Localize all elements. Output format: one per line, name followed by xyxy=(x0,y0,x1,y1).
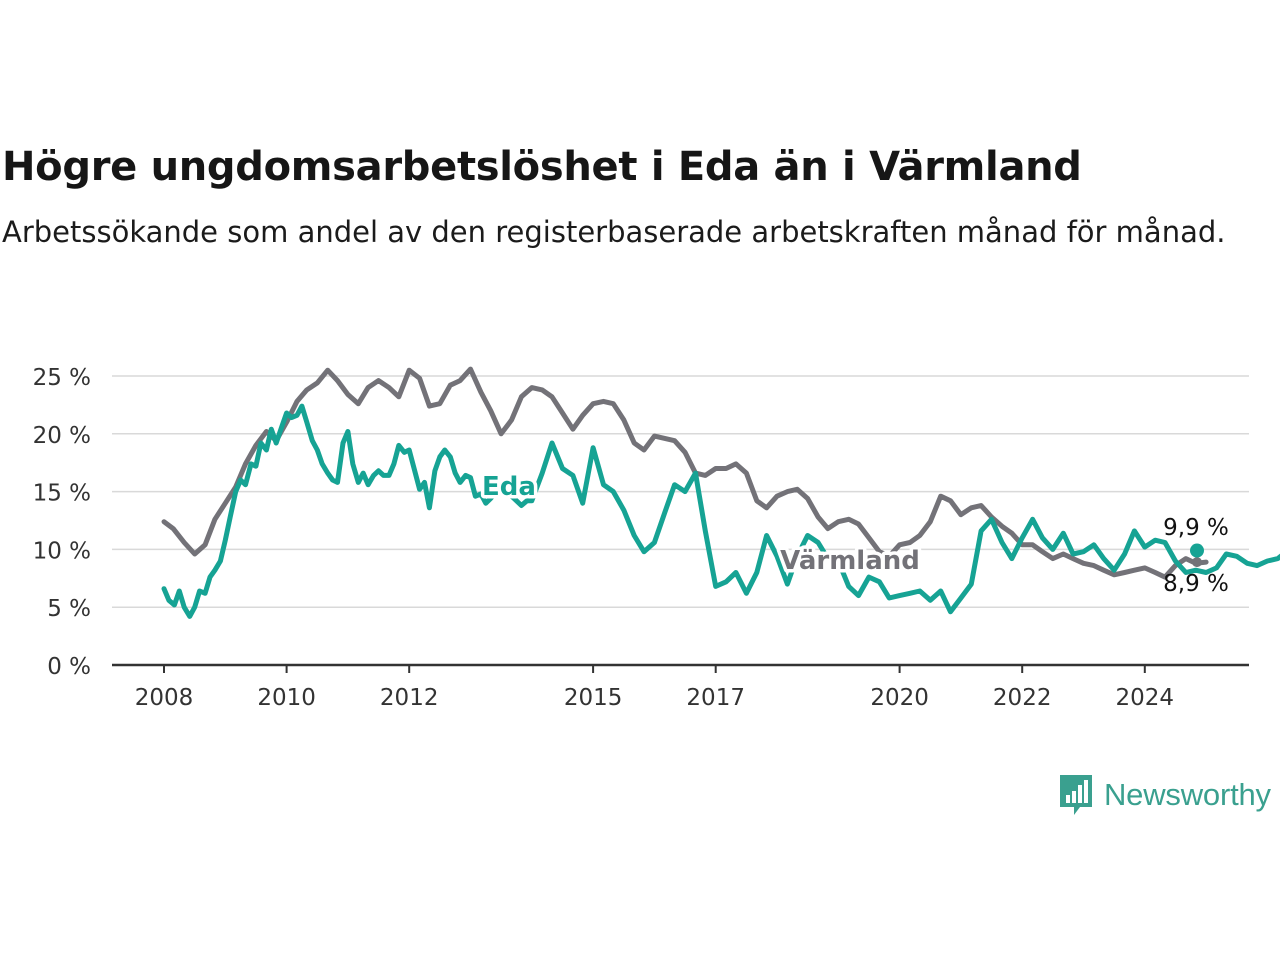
x-tick-label: 2020 xyxy=(870,685,929,711)
chart-subtitle: Arbetssökande som andel av den registerb… xyxy=(2,215,1226,249)
series-labels: 9,9 % 8,9 % Eda Värmland xyxy=(479,469,1229,598)
line-chart: 0 %5 %10 %15 %20 %25 % 2008 2010 2012 2015 2… xyxy=(33,365,1280,711)
y-tick-label: 25 % xyxy=(33,365,91,391)
y-tick-label: 20 % xyxy=(33,423,91,449)
end-label-eda: 9,9 % xyxy=(1163,515,1229,541)
bar-chart-speech-bubble-icon xyxy=(1060,775,1092,815)
brand-name: Newsworthy xyxy=(1104,777,1271,812)
x-tick-label: 2024 xyxy=(1116,685,1175,711)
end-label-varmland: 8,9 % xyxy=(1163,571,1229,597)
y-tick-label: 15 % xyxy=(33,481,91,507)
x-tick-label: 2010 xyxy=(257,685,316,711)
y-tick-label: 5 % xyxy=(47,596,91,622)
x-tick-label: 2017 xyxy=(686,685,745,711)
series-line-eda xyxy=(161,403,1280,619)
series-label-varmland: Värmland xyxy=(780,546,920,576)
x-tick-label: 2022 xyxy=(993,685,1052,711)
y-axis-ticks: 0 % 5 % 10 % 15 % 20 % 25 % xyxy=(33,365,91,680)
x-tick-label: 2012 xyxy=(380,685,439,711)
chart-title: Högre ungdomsarbetslöshet i Eda än i Vär… xyxy=(2,144,1082,190)
x-axis-ticks: 2008 2010 2012 2015 2017 2020 2022 2024 xyxy=(135,665,1174,711)
end-marker-eda xyxy=(1190,543,1204,558)
y-tick-label: 10 % xyxy=(33,538,91,564)
y-tick-label: 0 % xyxy=(47,654,91,680)
newsworthy-logo: Newsworthy xyxy=(1058,773,1271,817)
x-tick-label: 2008 xyxy=(135,685,194,711)
series-label-eda: Eda xyxy=(482,472,536,502)
series-line-varmland xyxy=(161,366,1209,580)
series-lines xyxy=(161,366,1280,619)
end-marker-varmland xyxy=(1192,557,1202,568)
x-tick-label: 2015 xyxy=(564,685,623,711)
